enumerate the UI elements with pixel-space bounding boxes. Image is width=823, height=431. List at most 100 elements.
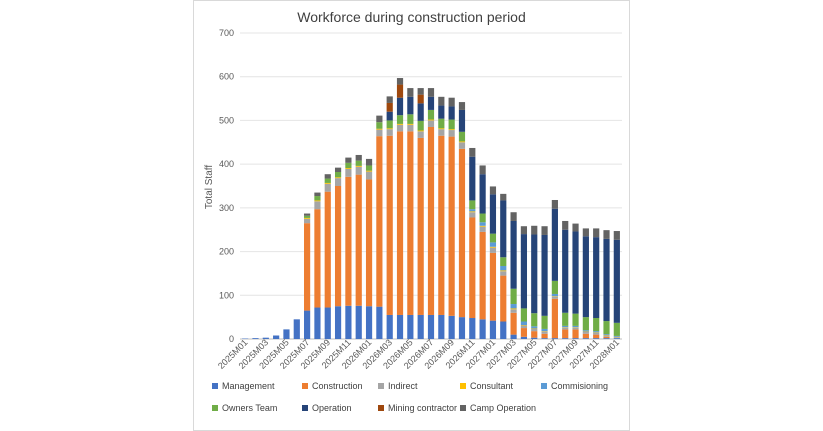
bar-segment [479,226,486,232]
bar-segment [396,314,404,339]
bar-segment [458,131,466,142]
bar-segment [551,280,558,294]
bar-segment [407,124,414,132]
bar-segment [551,199,558,209]
bar-segment [531,337,538,339]
bar-segment [500,321,507,339]
bar-segment [613,337,620,339]
bar-segment [438,129,445,136]
bar-segment [438,105,445,119]
legend-label: Commisioning [551,381,609,391]
bar-segment [613,231,620,240]
bar-segment [551,338,558,339]
bar-segment [417,88,424,95]
bar-segment [386,129,393,136]
bar-segment [469,211,476,213]
bar-segment [469,147,476,157]
bar-segment [293,319,300,339]
bar-segment [324,191,331,308]
bar-segment [386,96,393,103]
bar-segment [500,193,507,201]
bar-segment [334,186,342,307]
bar-segment [386,135,393,315]
bar-segment [582,330,589,332]
bar-segment [593,338,600,339]
bar-segment [582,317,589,331]
bar-segment [365,179,373,307]
bar-segment [283,329,290,339]
bar-segment [572,231,579,314]
bar-segment [603,336,610,339]
bar-segment [304,310,311,339]
bar-segment [510,220,517,289]
bar-segment [531,328,538,332]
y-tick-label: 400 [219,159,234,169]
bar-segment [593,228,600,238]
bar-segment [386,111,393,121]
bar-segment [304,215,311,218]
bar-segment [376,128,383,130]
bar-segment [541,338,548,339]
legend-label: Consultant [470,381,514,391]
bar-segment [469,318,476,339]
legend-label: Owners Team [222,403,278,413]
bar-segment [613,239,620,323]
bar-segment [334,177,342,179]
bar-segment [469,209,476,212]
bar-segment [355,165,362,167]
bar-segment [355,174,362,306]
bar-segment [386,128,393,130]
legend-swatch [460,405,466,411]
bar-segment [479,225,486,227]
bar-segment [489,242,497,247]
bar-segment [551,293,558,297]
bar-segment [427,119,435,121]
bar-segment [582,332,589,334]
bar-segment [572,325,579,328]
bar-segment [262,337,269,339]
bar-segment [345,176,352,306]
bar-segment [520,325,528,329]
legend-label: Indirect [388,381,418,391]
legend-label: Mining contractor [388,403,458,413]
legend-item: Owners Team [212,403,277,413]
bar-segment [541,315,548,329]
bar-segment [448,136,455,316]
bar-segment [531,331,538,338]
legend-swatch [302,405,308,411]
bar-segment [458,148,466,318]
legend-swatch [212,405,218,411]
bar-segment [582,236,589,318]
bar-segment [345,162,352,169]
bar-segment [603,334,610,336]
bar-segment [334,167,342,173]
bar-segment [510,309,517,313]
legend-item: Camp Operation [460,403,536,413]
y-tick-label: 0 [229,334,234,344]
bar-segment [479,231,486,320]
bar-segment [365,306,373,339]
bar-segment [365,158,373,166]
bar-segment [551,208,558,281]
bar-segment [386,102,393,112]
bar-segment [417,131,424,138]
legend-swatch [378,405,384,411]
bar-segment [273,335,280,339]
bar-segment [510,334,517,339]
bar-segment [334,178,342,186]
bar-segment [458,109,466,132]
bar-segment [314,196,321,201]
bar-segment [458,317,466,339]
bar-segment [572,313,579,326]
bar-segment [572,338,579,339]
bar-segment [314,209,321,308]
bar-segment [252,338,259,339]
bar-segment [417,130,424,132]
legend-swatch [212,383,218,389]
bar-segment [448,97,455,107]
bar-segment [417,94,424,104]
bar-segment [500,270,507,272]
bar-segment [324,182,331,184]
bar-segment [593,331,600,333]
